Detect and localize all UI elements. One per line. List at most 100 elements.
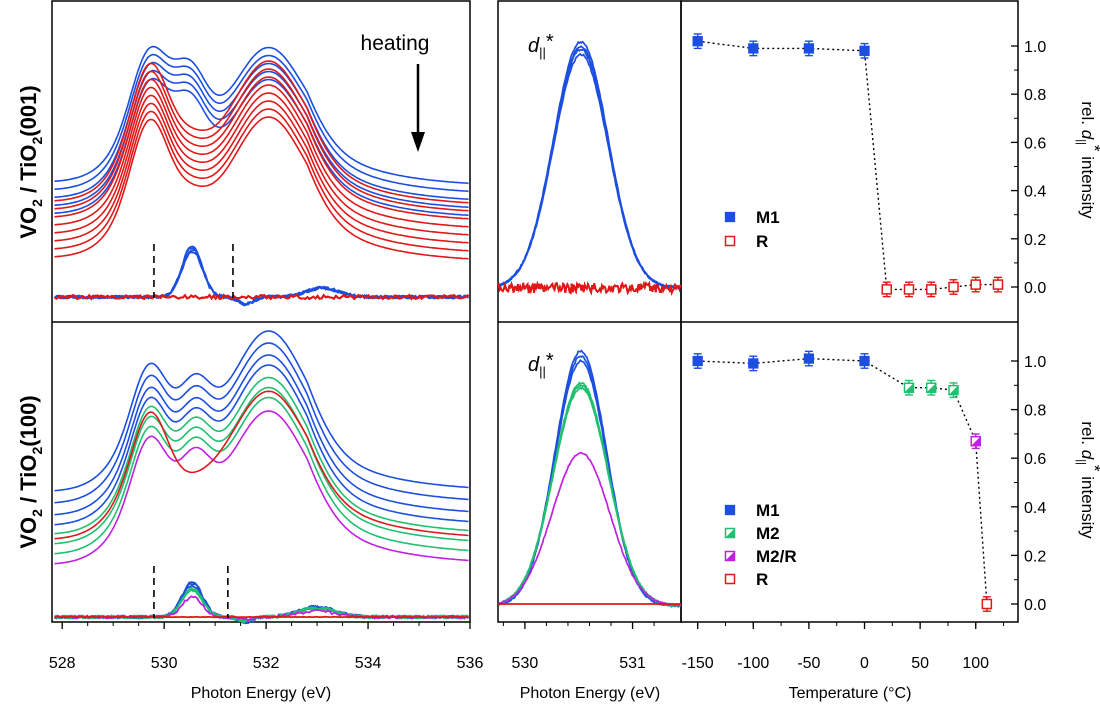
point-R-3 [948, 281, 959, 293]
point-R-5 [992, 279, 1004, 290]
right-bottom-scatter: M1 M2 M2/R R [692, 350, 993, 612]
point-M1-3 [859, 45, 870, 56]
spectrum-top-R-7 [54, 76, 469, 220]
right-xtick-label-0: 0 [860, 655, 869, 672]
rel-label-bottom: rel. d||* intensity [1075, 421, 1100, 539]
row-label-bottom-rest: / TiO [16, 454, 41, 509]
mid-xlabel: Photon Energy (eV) [520, 685, 661, 702]
right-xtick-label-50: 50 [911, 655, 929, 672]
rel-top-post: intensity [1078, 152, 1097, 220]
right-ytick-label-0.4: 0.4 [1024, 184, 1046, 201]
spectrum-bottom-R-0 [54, 390, 469, 540]
point-R-1 [903, 284, 915, 295]
peak-bot-M2-0 [498, 381, 681, 608]
legend-label-R: R [756, 232, 768, 251]
row-label-top-orient: (001) [16, 85, 41, 136]
left-xtick-label-530: 530 [151, 655, 178, 672]
heating-arrow-head [411, 132, 425, 152]
point-M2-2-half [948, 385, 958, 395]
legend-marker-M2/R-half [725, 551, 735, 561]
point-R-2 [925, 284, 937, 295]
right-xtick-label--50: -50 [797, 655, 820, 672]
point-M2-1-half [926, 383, 936, 393]
spectrum-top-R-6 [54, 68, 469, 212]
dstar-bottom-sub: || [539, 364, 546, 379]
left-bottom-spectra [53, 330, 470, 625]
spectrum-bottom-M2-0 [54, 376, 469, 535]
rel-bottom-post: intensity [1078, 472, 1097, 540]
spectrum-top-R-11 [54, 108, 469, 252]
rel-top-d: d [1078, 130, 1097, 140]
point-M1-2 [803, 353, 815, 364]
legend-marker-R [724, 573, 736, 585]
legend-marker-M1 [724, 211, 736, 223]
dstar-bottom-sup: * [546, 350, 554, 372]
row-label-bottom-vo: VO [16, 517, 41, 549]
peak-bot-M2R-0 [498, 451, 682, 607]
row-label-top-vo: VO [16, 207, 41, 239]
dstar-top-sub: || [539, 45, 546, 60]
legend-label-M2: M2 [756, 524, 780, 543]
peak-bot-M1-0 [498, 349, 681, 608]
rel-bottom-sup: * [1085, 465, 1100, 472]
right-xtick-label--150: -150 [682, 655, 714, 672]
dstar-label-top: d||* [528, 31, 554, 60]
point-R-0 [981, 598, 993, 610]
peak-bot-M1-2 [498, 359, 681, 608]
mid-xtick-label-531: 531 [619, 655, 646, 672]
left-xlabel: Photon Energy (eV) [191, 685, 332, 702]
right-ytick-label-0.2: 0.2 [1024, 232, 1046, 249]
right-ytick-label-0.6: 0.6 [1024, 135, 1046, 152]
legend-label-M1: M1 [756, 208, 780, 227]
spectrum-bottom-M1-3 [54, 364, 469, 526]
row-label-bottom-orient: (100) [16, 395, 41, 446]
dstar-top-d: d [528, 35, 540, 57]
peak-top-M1-0 [498, 40, 682, 290]
diff-top-R-6 [53, 293, 469, 301]
legend-marker-M1 [724, 504, 736, 516]
rel-bottom-pre: rel. [1078, 421, 1097, 449]
right-ytick-label-0.8: 0.8 [1024, 403, 1046, 420]
row-label-top-sub2: 2 [29, 136, 45, 144]
spectrum-bottom-M1-2 [54, 354, 469, 516]
point-M1-0 [692, 355, 703, 367]
point-M1-1 [748, 43, 759, 54]
spectrum-top-M1-0 [54, 45, 469, 185]
point-M1-2 [803, 43, 815, 54]
legend-label-M2/R: M2/R [756, 547, 797, 566]
right-ytick-label-0.4: 0.4 [1024, 500, 1046, 517]
right-ytick-label-1.0: 1.0 [1024, 39, 1046, 56]
spectrum-top-R-8 [54, 84, 469, 228]
mid-bottom-peak [497, 349, 682, 609]
legend-marker-R [724, 235, 736, 247]
rel-label-top: rel. d||* intensity [1075, 101, 1100, 219]
point-M2/R-0-half [971, 436, 981, 446]
legend-marker-M2-half [725, 528, 735, 538]
dstar-bottom-d: d [528, 354, 540, 376]
peak-top-M1-1 [498, 45, 681, 289]
right-top-scatter: M1 R [692, 33, 1004, 298]
dstar-label-bottom: d||* [528, 350, 554, 379]
rel-top-pre: rel. [1078, 101, 1097, 129]
right-ytick-label-0.0: 0.0 [1024, 597, 1046, 614]
peak-top-M1-3 [498, 52, 682, 290]
right-ytick-label-0.2: 0.2 [1024, 548, 1046, 565]
point-M1-3 [859, 355, 870, 367]
right-ytick-label-0.0: 0.0 [1024, 280, 1046, 297]
mid-xtick-label-530: 530 [512, 655, 539, 672]
rel-bottom-sub: || [1075, 459, 1087, 465]
rel-bottom-d: d [1078, 450, 1097, 460]
right-ytick-label-0.6: 0.6 [1024, 451, 1046, 468]
row-label-top-rest: / TiO [16, 144, 41, 199]
right-xtick-label-100: 100 [962, 655, 989, 672]
spectrum-bottom-M1-0 [54, 330, 469, 492]
row-label-top: VO2 / TiO2(001) [16, 85, 45, 238]
spectrum-top-R-10 [54, 100, 469, 244]
mid-panel-frame [497, 0, 682, 623]
point-M2-0-half [904, 383, 914, 393]
heating-label: heating [361, 32, 430, 55]
point-R-0 [881, 284, 893, 295]
right-panel-frame [680, 0, 1019, 623]
dstar-top-sup: * [546, 31, 554, 53]
